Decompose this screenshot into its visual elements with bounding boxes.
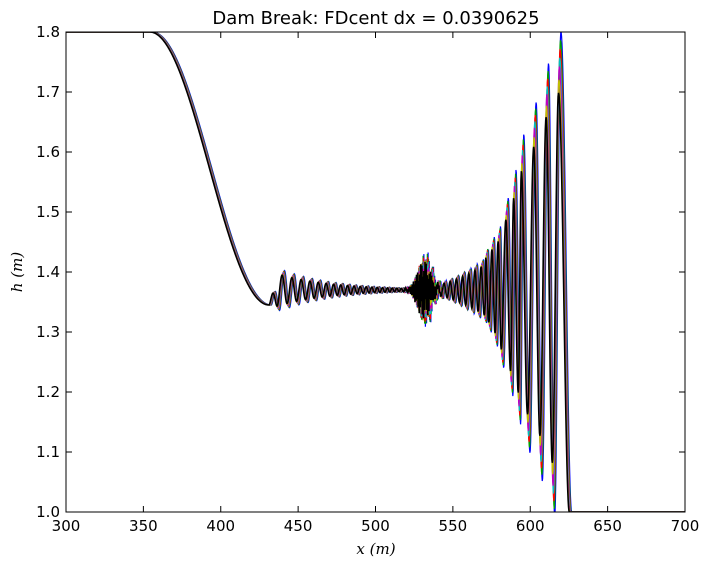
y-tick-label: 1.2 (36, 383, 60, 401)
y-tick-label: 1.5 (36, 203, 60, 221)
y-tick-label: 1.7 (36, 83, 60, 101)
series-layer (66, 32, 685, 512)
y-axis-label: h (m) (8, 252, 26, 293)
x-tick-label: 350 (129, 517, 158, 535)
x-tick-label: 300 (52, 517, 81, 535)
x-tick-label: 650 (593, 517, 622, 535)
y-tick-label: 1.8 (36, 23, 60, 41)
y-tick-label: 1.1 (36, 443, 60, 461)
y-tick-label: 1.3 (36, 323, 60, 341)
series-line (66, 32, 685, 512)
x-tick-label: 450 (284, 517, 313, 535)
y-tick-label: 1.6 (36, 143, 60, 161)
y-tick-label: 1.0 (36, 503, 60, 521)
x-tick-label: 600 (516, 517, 545, 535)
x-tick-label: 700 (671, 517, 700, 535)
chart-title: Dam Break: FDcent dx = 0.0390625 (212, 8, 539, 29)
x-tick-label: 500 (361, 517, 390, 535)
y-tick-label: 1.4 (36, 263, 60, 281)
x-tick-label: 400 (206, 517, 235, 535)
ticks-layer: 300 350 400 450 500 550 600 650 700 1.0 1.1 1.2 1.3 1… (36, 23, 699, 535)
x-axis-label: x (m) (356, 540, 395, 558)
x-tick-label: 550 (439, 517, 468, 535)
plot-axes: 300 350 400 450 500 550 600 650 700 1.0 1.1 1.2 1.3 1… (36, 23, 699, 535)
